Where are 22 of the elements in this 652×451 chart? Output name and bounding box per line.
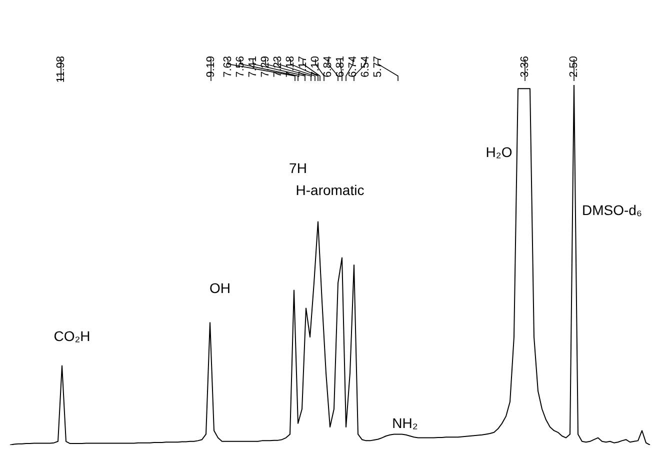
text: 7.29 [260,56,272,78]
annotation: NH₂ [392,414,418,431]
annotation: OH [210,280,230,296]
text: 6.54 [360,56,372,78]
text: 11.98 [55,56,68,83]
text: 7.10 [310,56,322,78]
annotation: H₂O [486,144,512,160]
annotation: DMSO-d₆ [582,202,642,218]
text: 7.23 [272,56,284,78]
annotation: CO₂H [54,328,90,344]
text: 6.81 [334,56,347,78]
text: 6.74 [347,56,360,78]
annotation: 7H [289,160,307,176]
text: 3.36 [519,56,532,78]
text: 7.63 [222,56,234,78]
text: 2.50 [568,56,580,78]
text: 7.56 [234,56,247,78]
text: 5.77 [372,56,384,78]
annotation: H-aromatic [296,182,364,198]
text: 6.84 [322,56,334,78]
text: 7.41 [247,56,260,78]
text: 9.19 [205,56,218,78]
